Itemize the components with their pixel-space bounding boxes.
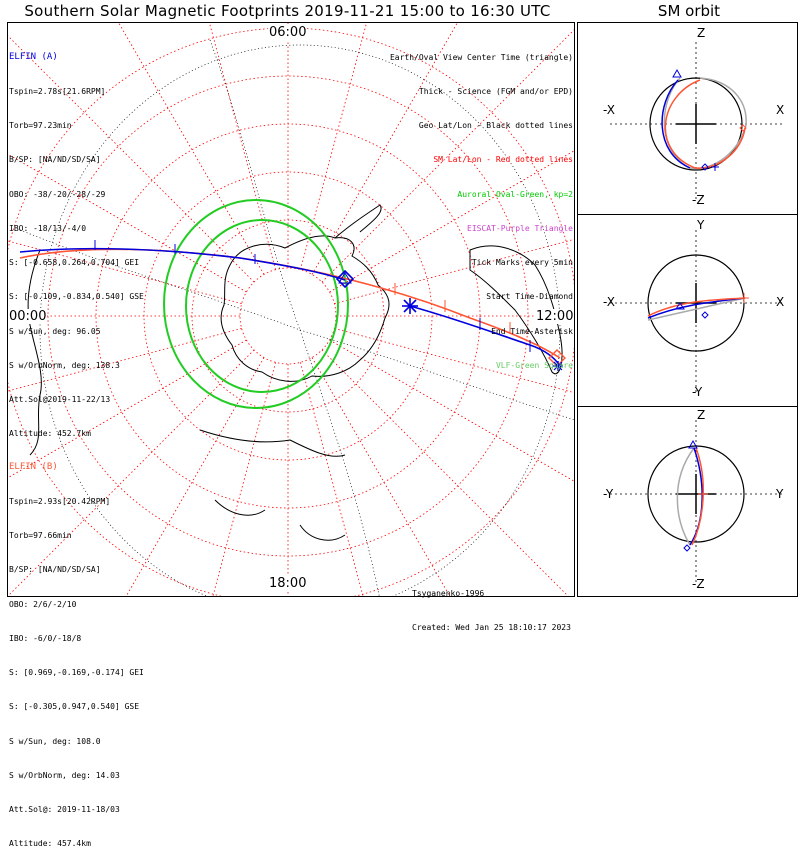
model-credit: Tsyganenko-1996 [412,588,485,598]
orbit3-left-label: -Y [603,487,614,501]
orbit-panel-xz [610,42,785,200]
legend-entry: VLF-Green Square [495,360,573,370]
elfin-a-info: ELFIN (A) Tspin=2.78s[21.6RPM] Torb=97.2… [9,29,144,451]
geo-latlon-grid [19,39,574,596]
orbit-panel-divider [577,214,798,215]
orbit2-top-label: Y [697,218,705,232]
orbit-panel-xy [610,230,785,395]
elfin-b-tick-marks [394,283,511,334]
elfin-a-line: Torb=97.23min [9,121,72,131]
elfin-a-line: B/SP: [NA/ND/SD/SA] [9,155,101,165]
elfin-b-line: S: [-0.305,0.947,0.540] GSE [9,702,140,712]
elfin-a-line: IBO: -18/13/-4/0 [9,223,87,233]
map-label-bottom: 18:00 [268,576,308,591]
elfin-a-line: Tspin=2.78s[21.6RPM] [9,87,106,97]
orbit-panel-yz [610,420,785,585]
sm-spoke [321,349,569,596]
elfin-b-line: B/SP: [NA/ND/SD/SA] [9,565,101,575]
sm-spoke [311,357,451,596]
credit: Tsyganenko-1996 Created: Wed Jan 25 18:1… [412,565,571,645]
legend: Earth/Oval View Center Time (triangle) T… [390,29,573,383]
orbit1-left-label: -X [603,103,615,117]
legend-entry: Thick - Science (FGM and/or EPD) [418,87,573,97]
peninsula-outline [334,204,382,239]
orbit-panels-frame [577,22,798,597]
legend-entry: SM Lat/Lon - Red dotted lines [433,155,573,165]
elfin-b-line: S: [0.969,-0.169,-0.174] GEI [9,668,144,678]
elfin-a-line: S: [-0.109,-0.834,0.540] GSE [9,292,144,302]
legend-entry: Tick Marks every 5min [471,258,573,268]
orbit2-right-label: X [776,295,785,309]
legend-entry: Geo Lat/Lon - Black dotted lines [418,121,573,131]
orbit-title: SM orbit [657,2,721,20]
elfin-a-line: Att.Sol@2019-11-22/13 [9,395,111,404]
antarctica-outline [220,235,390,382]
elfin-a-footprint-track-2 [409,305,561,367]
orbit2-left-label: -X [603,295,615,309]
elfin-b-line: Att.Sol@: 2019-11-18/03 [9,805,120,814]
sm-spoke [300,23,367,270]
elfin-b-line: Torb=97.66min [9,531,72,541]
elfin-b-line: IBO: -6/0/-18/8 [9,633,82,643]
map-label-right: 12:00 [535,309,575,324]
auroral-oval [163,199,349,409]
elfin-a-line: S: [-0.658,0.264,0.704] GEI [9,258,140,268]
sm-spoke [300,362,364,596]
elfin-a-tick-marks [94,240,531,352]
australia-outline [199,429,346,457]
orbit3-bottom-label: -Z [692,577,705,591]
elfin-a-line: S w/OrbNorm, deg: 138.3 [9,360,120,370]
elfin-a-line: Altitude: 452.7km [9,429,91,439]
elfin-a-end-asterisk [402,298,418,314]
elfin-a-line: OBO: -38/-20/-28/-29 [9,189,106,199]
elfin-a-name: ELFIN (A) [9,51,58,62]
elfin-b-line: OBO: 2/6/-2/10 [9,599,77,609]
legend-entry: EISCAT-Purple Triangle [467,223,573,233]
islands-outline [214,499,346,541]
elfin-a-footprint-track [19,247,346,281]
legend-entry: Auroral Oval-Green, kp=2 [457,189,573,199]
orbit3-right-label: Y [776,487,784,501]
elfin-b-info: ELFIN (B) Tspin=2.93s[20.42RPM] Torb=97.… [9,439,144,861]
elfin-b-line: S w/OrbNorm, deg: 14.03 [9,770,120,780]
elfin-b-line: S w/Sun, deg: 108.0 [9,736,101,746]
orbit1-top-label: Z [697,26,706,40]
orbit1-right-label: X [776,103,785,117]
plot-title: Southern Solar Magnetic Footprints 2019-… [24,2,551,20]
elfin-a-line: S w/Sun, deg: 96.05 [9,326,101,336]
elfin-a-start-diamond [335,269,355,289]
map-label-left: 00:00 [8,309,48,324]
orbit-panel-divider [577,406,798,407]
created-timestamp: Created: Wed Jan 25 18:10:17 2023 [412,623,571,633]
elfin-b-line: Tspin=2.93s[20.42RPM] [9,497,111,507]
orbit3-top-label: Z [697,408,706,422]
legend-entry: End Time-Asterisk [491,326,573,336]
view-center-triangle [338,272,352,284]
map-label-top: 06:00 [268,25,308,40]
sm-spoke [212,362,276,596]
legend-entry: Earth/Oval View Center Time (triangle) [389,52,573,62]
elfin-b-line: Altitude: 457.4km [9,839,91,849]
elfin-b-end-asterisk [553,361,563,371]
orbit1-bottom-label: -Z [692,193,705,207]
africa-outline [27,249,42,456]
orbit2-bottom-label: -Y [692,385,703,399]
legend-entry: Start Time-Diamond [486,292,573,302]
footprint-map-frame [7,22,575,597]
elfin-b-name: ELFIN (B) [9,461,58,472]
